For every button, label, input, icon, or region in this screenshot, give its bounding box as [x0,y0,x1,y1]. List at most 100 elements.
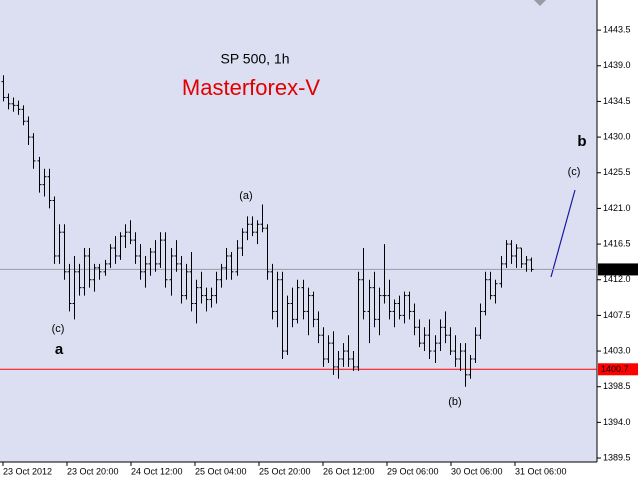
ohlc-bar [417,319,422,348]
ohlc-bar [229,252,234,280]
ohlc-bar [6,93,11,110]
ohlc-bar [387,279,392,320]
ohlc-bar [194,279,199,324]
ohlc-bar [341,343,346,367]
ohlc-bar [245,216,250,241]
ohlc-bar [184,263,189,300]
ohlc-bar [153,240,158,272]
x-tick-label: 25 Oct 04:00 [195,466,247,476]
ohlc-bar [16,100,21,115]
ohlc-bar [72,255,77,320]
x-tick-label: 29 Oct 06:00 [387,466,439,476]
scroll-marker [534,0,546,6]
ohlc-bar [326,335,331,363]
level-label: 1400.7 [601,364,629,374]
ohlc-bar [402,291,407,324]
ohlc-bar [138,244,143,280]
ohlc-bar [524,255,529,272]
ohlc-bar [285,295,290,356]
ohlc-bar [367,279,372,344]
ohlc-bar [301,279,306,320]
ohlc-bar [356,271,361,371]
ohlc-bar [219,263,224,288]
wave-label: (c) [568,166,581,178]
y-tick-label: 1403.0 [603,345,631,355]
wave-label: a [55,341,64,358]
ohlc-bar [260,204,265,233]
ohlc-bar [392,299,397,328]
ohlc-bar [158,232,163,268]
ohlc-bar [113,236,118,264]
ohlc-bar [163,232,168,288]
ohlc-bar [57,224,62,264]
ohlc-bar [52,196,57,264]
ohlc-bar [433,335,438,363]
y-tick-label: 1389.5 [603,452,631,462]
ohlc-bar [372,271,377,328]
ohlc-bar [67,263,72,312]
ohlc-bar [382,244,387,304]
ohlc-bar [265,224,270,280]
x-tick-label: 25 Oct 20:00 [259,466,311,476]
ohlc-bar [214,271,219,304]
ohlc-bar [397,295,402,320]
ohlc-bar [468,355,473,379]
ohlc-bar [488,271,493,300]
ohlc-bar [443,311,448,344]
y-tick-label: 1434.5 [603,96,631,106]
ohlc-bar [412,303,417,336]
ohlc-bar [1,75,6,102]
wave-projection [550,189,576,278]
ohlc-bar [529,257,534,272]
ohlc-bar [179,255,184,304]
ohlc-bar [438,319,443,352]
y-tick-label: 1394.0 [603,417,631,427]
ohlc-bar [97,263,102,280]
y-tick-label: 1430.0 [603,131,631,141]
ohlc-bar [123,224,128,249]
ohlc-bar [255,220,260,245]
chart-title: SP 500, 1h [220,51,289,67]
ohlc-bar [82,248,87,296]
wave-label: b [577,133,586,150]
ohlc-bar [62,224,67,280]
ohlc-bar [11,97,16,112]
x-tick-label: 31 Oct 06:00 [515,466,567,476]
ohlc-bar [189,252,194,312]
ohlc-bar [87,248,92,288]
x-tick-label: 23 Oct 20:00 [67,466,119,476]
price-box [598,263,638,276]
price-label: 1413.3 [601,264,629,274]
ohlc-bar [346,335,351,367]
y-tick-label: 1407.5 [603,310,631,320]
ohlc-bar [478,303,483,340]
ohlc-bar [42,168,47,197]
ohlc-bar [519,247,524,268]
ohlc-bar [235,240,240,276]
ohlc-bar [37,156,42,193]
x-tick-label: 26 Oct 12:00 [323,466,375,476]
ohlc-bar [240,228,245,256]
ohlc-bar [21,105,26,126]
ohlc-bar [336,351,341,379]
ohlc-bar [128,220,133,245]
y-tick-label: 1421.0 [603,203,631,213]
ohlc-bar [306,287,311,336]
ohlc-bar [275,271,280,328]
ohlc-bar [295,279,300,324]
ohlc-bar [290,287,295,328]
x-tick-label: 30 Oct 06:00 [451,466,503,476]
ohlc-bar [514,244,519,268]
ohlc-bar [280,271,285,359]
ohlc-bar [47,168,52,209]
y-tick-label: 1439.0 [603,60,631,70]
ohlc-bar [169,248,174,296]
ohlc-bar [103,259,108,276]
ohlc-bar [143,255,148,288]
ohlc-bar [504,240,509,268]
ohlc-bar [224,248,229,280]
level-box [598,363,638,376]
ohlc-bar [509,240,514,264]
ohlc-bar [26,116,31,146]
